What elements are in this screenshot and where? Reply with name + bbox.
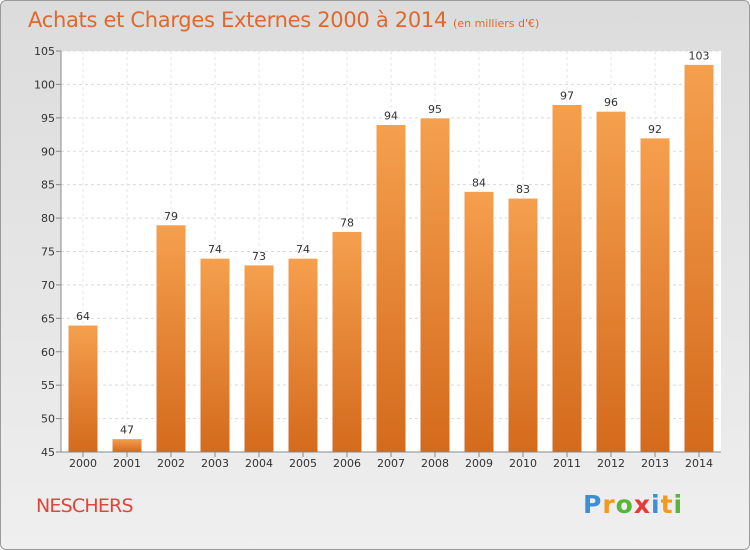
logo-letter: x <box>633 490 651 519</box>
chart-unit: (en milliers d'€) <box>453 17 540 30</box>
y-tick-label: 55 <box>41 379 55 392</box>
x-tick-label-2000: 2000 <box>69 457 97 470</box>
bar-2004 <box>243 264 275 453</box>
x-tick-label-2001: 2001 <box>113 457 141 470</box>
y-tick-label: 75 <box>41 246 55 259</box>
bar-2002 <box>155 224 187 453</box>
x-tick-label-2011: 2011 <box>553 457 581 470</box>
y-tick-label: 70 <box>41 279 55 292</box>
data-label-2002: 79 <box>164 210 178 223</box>
x-tick-label-2004: 2004 <box>245 457 273 470</box>
bar-2014 <box>683 63 715 453</box>
y-tick-label: 60 <box>41 346 55 359</box>
y-tick-label: 100 <box>34 78 55 91</box>
x-tick-label-2012: 2012 <box>597 457 625 470</box>
bar-2006 <box>331 230 363 453</box>
data-label-2013: 92 <box>648 123 662 136</box>
data-label-2006: 78 <box>340 216 354 229</box>
x-tick-label-2010: 2010 <box>509 457 537 470</box>
logo-letter: o <box>615 490 634 519</box>
data-label-2003: 74 <box>208 243 222 256</box>
bar-2001 <box>111 438 143 453</box>
chart-title: Achats et Charges Externes 2000 à 2014 (e… <box>28 8 539 32</box>
y-tick-label: 95 <box>41 112 55 125</box>
x-tick-label-2005: 2005 <box>289 457 317 470</box>
y-tick-label: 85 <box>41 179 55 192</box>
data-label-2009: 84 <box>472 176 486 189</box>
data-label-2001: 47 <box>120 424 134 437</box>
bar-2011 <box>551 103 583 453</box>
bar-2005 <box>287 257 319 453</box>
x-tick-label-2008: 2008 <box>421 457 449 470</box>
bar-2009 <box>463 190 495 453</box>
logo-letter: t <box>660 490 674 519</box>
x-tick-label-2014: 2014 <box>685 457 713 470</box>
data-label-2010: 83 <box>516 183 530 196</box>
data-label-2007: 94 <box>384 110 398 123</box>
data-label-2000: 64 <box>76 310 90 323</box>
bar-2008 <box>419 117 451 453</box>
bar-2010 <box>507 197 539 453</box>
chart-title-text: Achats et Charges Externes 2000 à 2014 <box>28 8 448 32</box>
y-tick-label: 105 <box>34 45 55 58</box>
x-tick-label-2002: 2002 <box>157 457 185 470</box>
y-tick-label: 50 <box>41 413 55 426</box>
data-label-2004: 73 <box>252 250 266 263</box>
commune-name: NESCHERS <box>36 495 134 517</box>
bar-2013 <box>639 137 671 453</box>
x-tick-label-2009: 2009 <box>465 457 493 470</box>
x-tick-label-2007: 2007 <box>377 457 405 470</box>
data-label-2011: 97 <box>560 89 574 102</box>
x-tick-label-2003: 2003 <box>201 457 229 470</box>
data-label-2005: 74 <box>296 243 310 256</box>
bar-2007 <box>375 124 407 453</box>
y-tick-label: 45 <box>41 446 55 459</box>
y-tick-label: 90 <box>41 145 55 158</box>
logo-letter: P <box>583 490 603 519</box>
y-tick-label: 80 <box>41 212 55 225</box>
data-label-2014: 103 <box>689 49 710 62</box>
bar-2012 <box>595 110 627 453</box>
logo-letter: i <box>651 490 661 519</box>
bar-2003 <box>199 257 231 453</box>
proxiti-logo: Proxiti <box>583 490 683 519</box>
logo-letter: i <box>673 490 684 519</box>
bar-2000 <box>67 324 99 453</box>
logo-letter: r <box>602 490 616 519</box>
x-tick-label-2013: 2013 <box>641 457 669 470</box>
data-label-2012: 96 <box>604 96 618 109</box>
data-label-2008: 95 <box>428 103 442 116</box>
y-tick-label: 65 <box>41 312 55 325</box>
x-tick-label-2006: 2006 <box>333 457 361 470</box>
